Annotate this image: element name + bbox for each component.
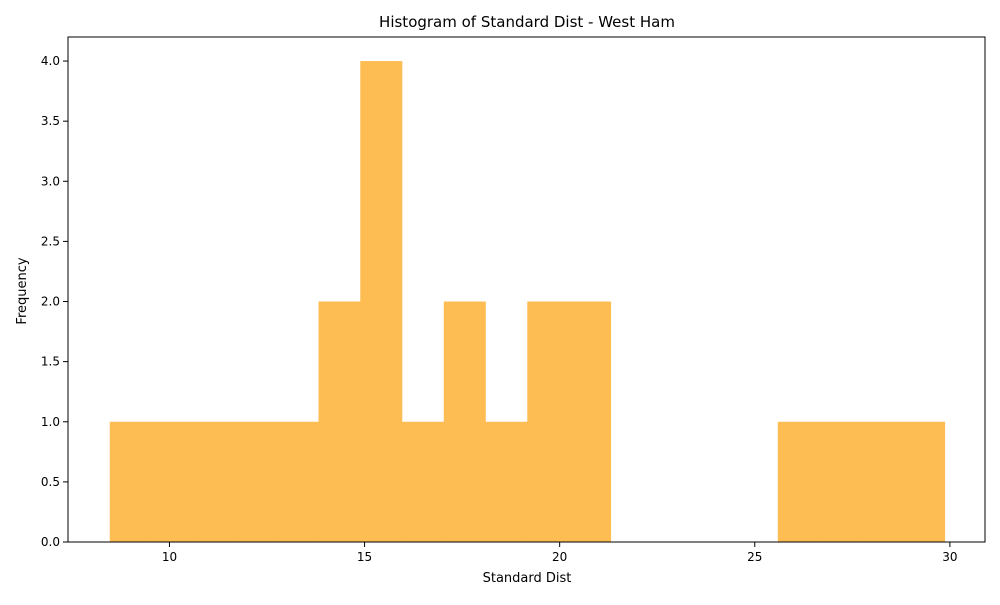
x-axis-label: Standard Dist bbox=[483, 571, 572, 586]
histogram-bar-10 bbox=[527, 301, 570, 542]
y-axis-ticks: 0.0 0.5 1.0 1.5 2.0 2.5 3.0 3.5 4.0 bbox=[41, 54, 68, 549]
x-tick-label: 10 bbox=[162, 550, 177, 564]
y-tick-label: 3.0 bbox=[41, 174, 60, 188]
y-tick-label: 2.5 bbox=[41, 234, 60, 248]
y-tick-label: 0.5 bbox=[41, 475, 60, 489]
histogram-bar-9 bbox=[485, 421, 528, 542]
x-tick-label: 20 bbox=[552, 550, 567, 564]
x-axis-ticks: 10 15 20 25 30 bbox=[162, 542, 958, 564]
histogram-bar-3 bbox=[235, 421, 278, 542]
histogram-bar-16 bbox=[777, 421, 820, 542]
y-tick-label: 1.5 bbox=[41, 355, 60, 369]
histogram-bar-2 bbox=[193, 421, 236, 542]
histogram-bar-11 bbox=[569, 301, 612, 542]
plot-frame bbox=[67, 36, 986, 543]
histogram-bar-4 bbox=[276, 421, 319, 542]
x-tick-label: 25 bbox=[747, 550, 762, 564]
y-tick-label: 3.5 bbox=[41, 114, 60, 128]
histogram-bar-6 bbox=[360, 61, 403, 543]
x-tick-label: 30 bbox=[942, 550, 957, 564]
bars-group bbox=[109, 61, 946, 543]
y-tick-label: 0.0 bbox=[41, 535, 60, 549]
histogram-bar-5 bbox=[318, 301, 361, 542]
y-tick-label: 4.0 bbox=[41, 54, 60, 68]
y-tick-label: 2.0 bbox=[41, 295, 60, 309]
histogram-bar-0 bbox=[109, 421, 152, 542]
chart-title: Histogram of Standard Dist - West Ham bbox=[379, 13, 675, 31]
histogram-bar-18 bbox=[861, 421, 904, 542]
histogram-bar-19 bbox=[903, 421, 946, 542]
x-tick-label: 15 bbox=[357, 550, 372, 564]
histogram-bar-7 bbox=[402, 421, 445, 542]
histogram-bar-17 bbox=[819, 421, 862, 542]
y-axis-label: Frequency bbox=[15, 257, 30, 324]
histogram-bar-8 bbox=[443, 301, 486, 542]
histogram-bar-1 bbox=[151, 421, 194, 542]
y-tick-label: 1.0 bbox=[41, 415, 60, 429]
